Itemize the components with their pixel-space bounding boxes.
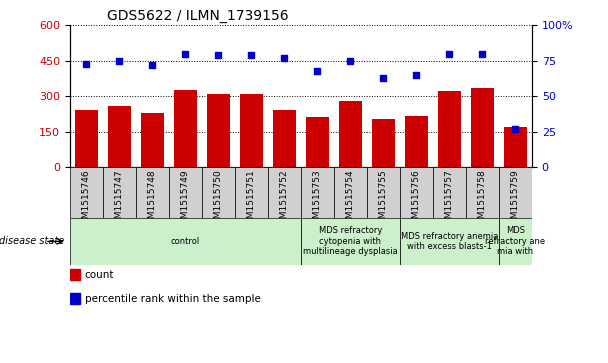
Bar (504, 127, 527, 167)
Bar (70, 167, 103, 218)
Text: MDS refractory anemia
with excess blasts-1: MDS refractory anemia with excess blasts… (401, 232, 498, 251)
Bar (70, 269, 80, 280)
Text: GSM1515758: GSM1515758 (478, 170, 487, 230)
Bar (466, 167, 499, 218)
Text: MDS
refractory ane
mia with: MDS refractory ane mia with (485, 227, 545, 256)
Bar (499, 167, 532, 218)
Point (247, 52, 257, 58)
Text: MDS refractory
cytopenia with
multilineage dysplasia: MDS refractory cytopenia with multilinea… (303, 227, 398, 256)
Text: GSM1515754: GSM1515754 (346, 170, 355, 230)
Bar (301, 218, 400, 265)
Text: GSM1515752: GSM1515752 (280, 170, 289, 230)
Text: GDS5622 / ILMN_1739156: GDS5622 / ILMN_1739156 (107, 9, 289, 23)
Text: disease state: disease state (0, 236, 64, 246)
Bar (70, 293, 80, 304)
Bar (372, 119, 395, 167)
Text: GSM1515749: GSM1515749 (181, 170, 190, 230)
Text: GSM1515748: GSM1515748 (148, 170, 157, 230)
Bar (103, 167, 136, 218)
Point (478, 51, 488, 57)
Bar (75, 110, 98, 167)
Point (345, 58, 355, 64)
Point (412, 72, 421, 78)
Bar (438, 91, 461, 167)
Point (444, 51, 454, 57)
Bar (202, 167, 235, 218)
Bar (136, 167, 169, 218)
Text: GSM1515756: GSM1515756 (412, 170, 421, 230)
Point (181, 51, 190, 57)
Bar (301, 167, 334, 218)
Point (148, 62, 157, 68)
Bar (400, 218, 499, 265)
Bar (235, 167, 268, 218)
Text: GSM1515747: GSM1515747 (115, 170, 124, 230)
Bar (141, 113, 164, 167)
Point (280, 55, 289, 61)
Point (81, 61, 91, 66)
Text: GSM1515755: GSM1515755 (379, 170, 388, 230)
Bar (471, 88, 494, 167)
Text: GSM1515750: GSM1515750 (214, 170, 223, 230)
Bar (405, 116, 428, 167)
Bar (339, 101, 362, 167)
Bar (169, 167, 202, 218)
Text: GSM1515753: GSM1515753 (313, 170, 322, 230)
Bar (400, 167, 433, 218)
Text: control: control (171, 237, 200, 246)
Text: GSM1515757: GSM1515757 (445, 170, 454, 230)
Text: GSM1515751: GSM1515751 (247, 170, 256, 230)
Text: count: count (85, 270, 114, 280)
Point (511, 126, 520, 132)
Bar (174, 90, 197, 167)
Bar (240, 94, 263, 167)
Text: percentile rank within the sample: percentile rank within the sample (85, 294, 261, 304)
Bar (334, 167, 367, 218)
Point (213, 52, 223, 58)
Point (379, 75, 389, 81)
Bar (268, 167, 301, 218)
Bar (108, 106, 131, 167)
Point (313, 68, 322, 74)
Bar (70, 218, 301, 265)
Bar (499, 218, 532, 265)
Bar (273, 110, 296, 167)
Bar (207, 94, 230, 167)
Bar (306, 118, 329, 167)
Point (114, 58, 124, 64)
Text: GSM1515759: GSM1515759 (511, 170, 520, 230)
Bar (433, 167, 466, 218)
Text: GSM1515746: GSM1515746 (82, 170, 91, 230)
Bar (367, 167, 400, 218)
